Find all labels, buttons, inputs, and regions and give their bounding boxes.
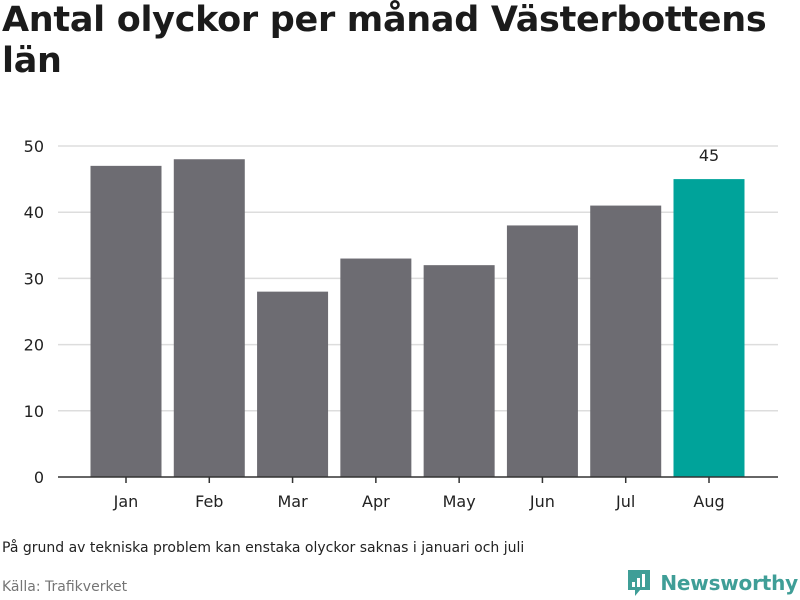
x-tick-label: Aug [693,492,724,511]
bars [90,159,745,478]
y-tick-label: 50 [24,137,44,156]
data-label: 45 [699,146,719,165]
newsworthy-logo-icon [628,570,651,596]
y-tick-label: 40 [24,203,44,222]
footnote: På grund av tekniska problem kan enstaka… [2,540,525,556]
bar [173,159,245,478]
brand-logo: Newsworthy [626,568,798,598]
bar [340,258,412,477]
x-tick-label: Jun [529,492,555,511]
x-tick-label: May [443,492,476,511]
bar [506,225,578,477]
data-labels: 45 [699,146,719,165]
bar [257,291,329,477]
x-tick-label: Apr [362,492,390,511]
bar [423,265,495,477]
x-tick-label: Jan [113,492,139,511]
y-tick-label: 30 [24,269,44,288]
x-tick-label: Feb [195,492,223,511]
brand-name: Newsworthy [660,571,798,595]
chart-title: Antal olyckor per månad Västerbottens lä… [2,0,767,81]
bar [90,165,162,478]
y-tick-label: 10 [24,402,44,421]
x-axis-ticks: Jan Feb Mar Apr May Jun Jul Aug [113,477,725,511]
x-tick-label: Mar [277,492,308,511]
y-tick-label: 20 [24,336,44,355]
y-axis-ticks: 0 10 20 30 40 50 [24,137,44,487]
bar [590,205,662,477]
bar [673,179,745,477]
x-tick-label: Jul [615,492,635,511]
source-text: Källa: Trafikverket [2,579,128,595]
y-tick-label: 0 [34,468,44,487]
grid-lines [58,145,778,412]
